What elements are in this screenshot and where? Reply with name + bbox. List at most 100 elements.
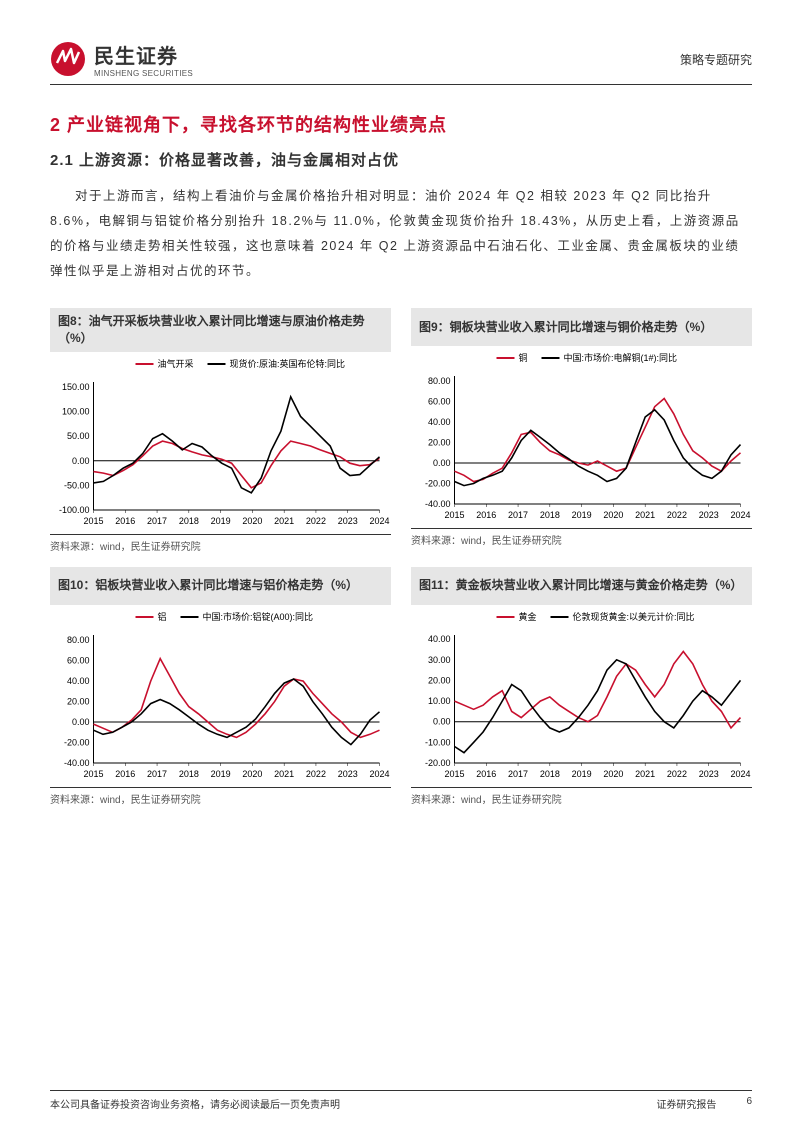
svg-text:2018: 2018 [540,769,560,779]
svg-text:20.00: 20.00 [67,696,90,706]
chart-title: 图10：铝板块营业收入累计同比增速与铝价格走势（%） [50,567,391,605]
svg-text:中国:市场价:铝锭(A00):同比: 中国:市场价:铝锭(A00):同比 [203,611,314,622]
svg-text:20.00: 20.00 [428,438,451,448]
svg-text:2022: 2022 [306,516,326,526]
line-chart: 铜 中国:市场价:电解铜(1#):同比 -40.00 -20.00 0.00 20.00 4… [411,346,752,526]
footer-report-label: 证券研究报告 [656,1096,716,1111]
svg-text:2022: 2022 [306,769,326,779]
svg-text:20.00: 20.00 [428,675,451,685]
svg-text:2020: 2020 [603,510,623,520]
footer-disclaimer: 本公司具备证券投资咨询业务资格，请务必阅读最后一页免责声明 [50,1096,340,1111]
svg-text:2018: 2018 [179,769,199,779]
chart-title: 图8：油气开采板块营业收入累计同比增速与原油价格走势（%） [50,308,391,352]
chart-cell: 图11：黄金板块营业收入累计同比增速与黄金价格走势（%） 黄金 伦敦现货黄金:以美元… [411,567,752,806]
chart-title: 图11：黄金板块营业收入累计同比增速与黄金价格走势（%） [411,567,752,605]
svg-text:2023: 2023 [338,769,358,779]
svg-text:10.00: 10.00 [428,696,451,706]
chart-grid: 图8：油气开采板块营业收入累计同比增速与原油价格走势（%） 油气开采 现货价:原油:… [50,308,752,806]
svg-text:-20.00: -20.00 [64,737,90,747]
svg-text:-100.00: -100.00 [59,505,90,515]
svg-text:0.00: 0.00 [72,717,90,727]
section-title: 2 产业链视角下，寻找各环节的结构性业绩亮点 [50,111,752,137]
svg-text:2021: 2021 [635,769,655,779]
svg-text:2024: 2024 [730,769,750,779]
page-footer: 本公司具备证券投资咨询业务资格，请务必阅读最后一页免责声明 证券研究报告 6 [50,1090,752,1111]
svg-text:-40.00: -40.00 [425,499,451,509]
company-name-cn: 民生证券 [94,40,193,69]
svg-text:80.00: 80.00 [67,635,90,645]
svg-text:2015: 2015 [83,516,103,526]
chart-title: 图9：铜板块营业收入累计同比增速与铜价格走势（%） [411,308,752,346]
chart-source: 资料来源：wind，民生证券研究院 [411,787,752,806]
svg-text:2019: 2019 [572,510,592,520]
line-chart: 铝 中国:市场价:铝锭(A00):同比 -40.00 -20.00 0.00 20.00 4… [50,605,391,785]
logo: 民生证券 MINSHENG SECURITIES [50,40,193,78]
svg-text:2015: 2015 [444,769,464,779]
svg-text:-50.00: -50.00 [64,480,90,490]
svg-text:50.00: 50.00 [67,431,90,441]
svg-text:2019: 2019 [211,516,231,526]
svg-text:100.00: 100.00 [62,406,90,416]
svg-text:-10.00: -10.00 [425,737,451,747]
svg-text:2018: 2018 [540,510,560,520]
svg-text:40.00: 40.00 [428,417,451,427]
svg-text:40.00: 40.00 [428,634,451,644]
svg-text:2019: 2019 [211,769,231,779]
svg-text:2016: 2016 [476,510,496,520]
company-logo-icon [50,41,86,77]
svg-text:80.00: 80.00 [428,376,451,386]
chart-cell: 图8：油气开采板块营业收入累计同比增速与原油价格走势（%） 油气开采 现货价:原油:… [50,308,391,553]
svg-text:2017: 2017 [147,516,167,526]
svg-text:2017: 2017 [508,510,528,520]
svg-text:2015: 2015 [83,769,103,779]
svg-text:2016: 2016 [115,516,135,526]
svg-text:2024: 2024 [369,516,389,526]
page-header: 民生证券 MINSHENG SECURITIES 策略专题研究 [50,40,752,85]
company-name-en: MINSHENG SECURITIES [94,69,193,78]
svg-text:2018: 2018 [179,516,199,526]
svg-text:2020: 2020 [242,516,262,526]
chart-source: 资料来源：wind，民生证券研究院 [50,787,391,806]
svg-text:40.00: 40.00 [67,676,90,686]
svg-text:2021: 2021 [635,510,655,520]
subsection-title: 2.1 上游资源：价格显著改善，油与金属相对占优 [50,149,752,170]
svg-text:2021: 2021 [274,516,294,526]
svg-text:2023: 2023 [699,769,719,779]
svg-text:0.00: 0.00 [433,458,451,468]
doc-type: 策略专题研究 [680,51,752,68]
svg-text:2016: 2016 [115,769,135,779]
svg-text:2023: 2023 [338,516,358,526]
svg-text:油气开采: 油气开采 [158,358,194,369]
svg-text:60.00: 60.00 [67,655,90,665]
svg-text:2015: 2015 [444,510,464,520]
svg-text:-20.00: -20.00 [425,479,451,489]
svg-text:30.00: 30.00 [428,654,451,664]
svg-text:-20.00: -20.00 [425,758,451,768]
svg-text:2024: 2024 [730,510,750,520]
svg-text:伦敦现货黄金:以美元计价:同比: 伦敦现货黄金:以美元计价:同比 [573,611,695,622]
svg-text:2019: 2019 [572,769,592,779]
svg-text:60.00: 60.00 [428,397,451,407]
svg-text:铝: 铝 [158,611,167,622]
svg-text:-40.00: -40.00 [64,758,90,768]
svg-text:2017: 2017 [147,769,167,779]
svg-text:2021: 2021 [274,769,294,779]
svg-text:2024: 2024 [369,769,389,779]
svg-text:中国:市场价:电解铜(1#):同比: 中国:市场价:电解铜(1#):同比 [564,352,678,363]
svg-text:2020: 2020 [603,769,623,779]
footer-page-number: 6 [746,1096,752,1111]
svg-text:0.00: 0.00 [433,716,451,726]
svg-text:现货价:原油:英国布伦特:同比: 现货价:原油:英国布伦特:同比 [230,358,346,369]
body-paragraph: 对于上游而言，结构上看油价与金属价格抬升相对明显：油价 2024 年 Q2 相较… [50,184,752,284]
svg-text:2020: 2020 [242,769,262,779]
svg-text:150.00: 150.00 [62,382,90,392]
svg-text:2016: 2016 [476,769,496,779]
svg-text:铜: 铜 [519,352,528,363]
chart-cell: 图10：铝板块营业收入累计同比增速与铝价格走势（%） 铝 中国:市场价:铝锭(A00… [50,567,391,806]
svg-text:2017: 2017 [508,769,528,779]
chart-source: 资料来源：wind，民生证券研究院 [411,528,752,547]
line-chart: 黄金 伦敦现货黄金:以美元计价:同比 -20.00 -10.00 0.00 10.00 20… [411,605,752,785]
svg-text:2022: 2022 [667,510,687,520]
svg-text:黄金: 黄金 [519,611,537,622]
svg-text:0.00: 0.00 [72,455,90,465]
